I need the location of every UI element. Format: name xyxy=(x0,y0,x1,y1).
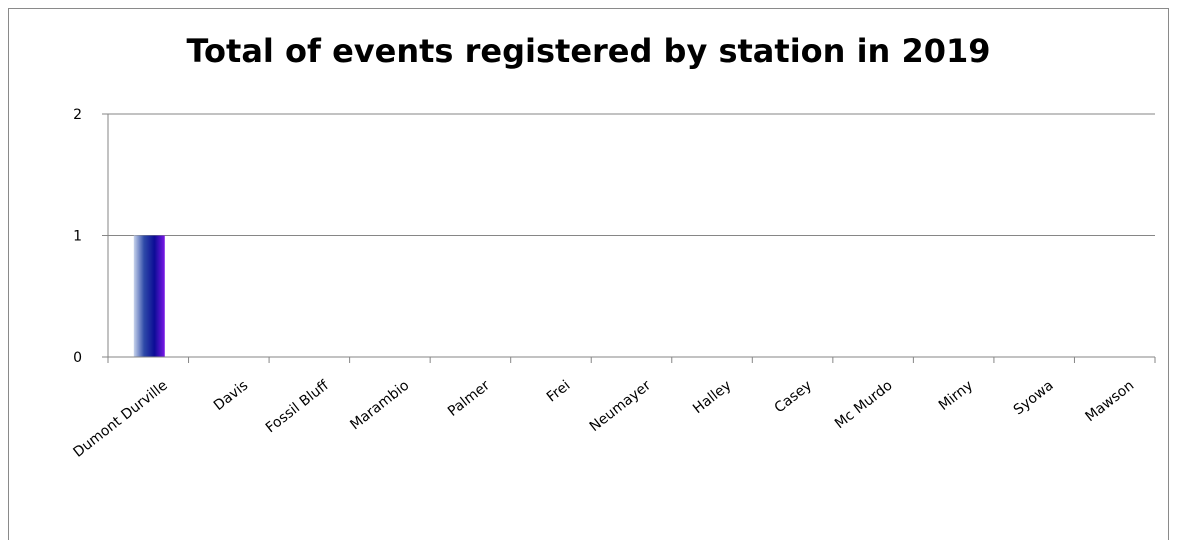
chart-area xyxy=(8,8,1169,540)
x-tick-label: Halley xyxy=(690,378,734,418)
x-tick-label: Casey xyxy=(772,378,815,417)
y-tick-label: 1 xyxy=(73,229,82,245)
bar xyxy=(133,235,165,357)
x-tick-label: Fossil Bluff xyxy=(263,377,332,436)
y-tick-label: 0 xyxy=(73,350,82,366)
x-tick-label: Mc Murdo xyxy=(832,378,896,433)
x-tick-label: Dumont Durville xyxy=(71,378,171,461)
x-tick-label: Mirny xyxy=(936,378,976,414)
y-tick-label: 2 xyxy=(73,107,82,123)
x-tick-label: Davis xyxy=(211,378,251,415)
x-tick-label: Marambio xyxy=(347,378,412,434)
x-tick-label: Syowa xyxy=(1011,378,1057,419)
x-tick-label: Frei xyxy=(544,378,574,406)
x-tick-label: Mawson xyxy=(1083,378,1138,426)
x-tick-label: Palmer xyxy=(445,377,493,419)
chart-title: Total of events registered by station in… xyxy=(186,32,991,70)
x-tick-label: Neumayer xyxy=(587,377,654,435)
